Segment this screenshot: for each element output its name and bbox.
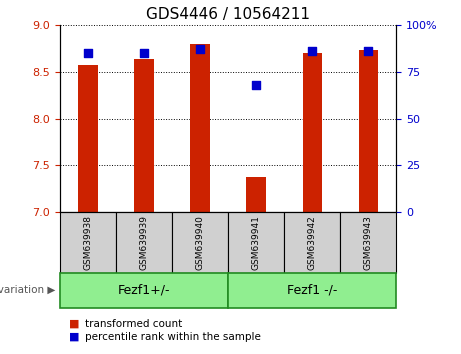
Point	[196, 46, 204, 52]
Text: Fezf1+/-: Fezf1+/-	[118, 284, 170, 297]
Text: transformed count: transformed count	[85, 319, 183, 329]
Bar	[228, 273, 396, 308]
Text: GSM639940: GSM639940	[195, 215, 205, 270]
Bar	[134, 59, 154, 212]
Bar	[340, 212, 396, 273]
Text: GSM639938: GSM639938	[83, 215, 93, 270]
Bar	[247, 177, 266, 212]
Bar	[60, 273, 228, 308]
Text: percentile rank within the sample: percentile rank within the sample	[85, 332, 261, 342]
Text: GSM639939: GSM639939	[140, 215, 148, 270]
Bar	[284, 212, 340, 273]
Bar	[60, 212, 116, 273]
Bar	[302, 53, 322, 212]
Text: ■: ■	[69, 332, 80, 342]
Bar	[359, 50, 378, 212]
Text: Fezf1 -/-: Fezf1 -/-	[287, 284, 337, 297]
Bar	[78, 65, 98, 212]
Point	[253, 82, 260, 88]
Bar	[228, 212, 284, 273]
Title: GDS4446 / 10564211: GDS4446 / 10564211	[146, 7, 310, 22]
Point	[309, 48, 316, 54]
Text: GSM639943: GSM639943	[364, 215, 373, 270]
Text: GSM639942: GSM639942	[308, 215, 317, 270]
Point	[365, 48, 372, 54]
Text: ■: ■	[69, 319, 80, 329]
Bar	[190, 44, 210, 212]
Bar	[172, 212, 228, 273]
Bar	[116, 212, 172, 273]
Text: genotype/variation ▶: genotype/variation ▶	[0, 285, 55, 295]
Text: GSM639941: GSM639941	[252, 215, 261, 270]
Point	[84, 50, 92, 56]
Point	[140, 50, 148, 56]
